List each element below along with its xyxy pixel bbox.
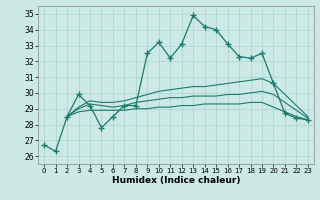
X-axis label: Humidex (Indice chaleur): Humidex (Indice chaleur)	[112, 176, 240, 185]
